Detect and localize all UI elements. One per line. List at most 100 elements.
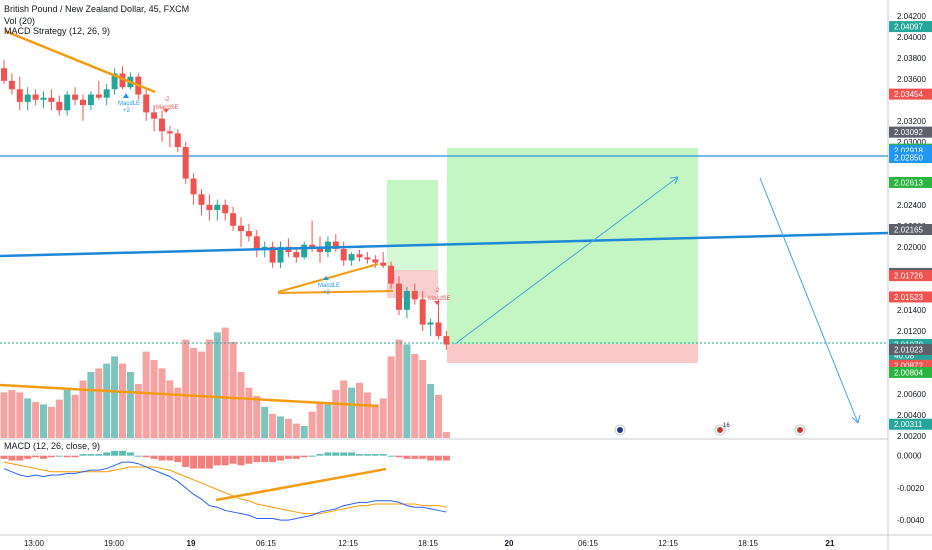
volume-bar <box>356 382 363 438</box>
candle-body <box>119 73 126 88</box>
candle-body <box>340 248 347 261</box>
time-axis-tick: 21 <box>826 539 835 548</box>
macd-histogram-bar <box>237 455 245 466</box>
macd-histogram-bar <box>435 455 442 461</box>
price-axis-tick: 2.03800 <box>897 54 926 63</box>
macd-histogram-bar <box>253 455 261 463</box>
long-position-profit-zone <box>447 148 698 344</box>
macd-histogram-bar <box>292 455 300 459</box>
macd-histogram-bar <box>71 455 79 458</box>
candle-body <box>403 290 410 310</box>
time-axis-tick: 13:00 <box>24 539 45 548</box>
candle-body <box>214 204 221 211</box>
candle-body <box>238 225 244 232</box>
price-axis-tick: 2.02000 <box>897 243 926 252</box>
price-badge-label: 2.00872 <box>894 361 923 370</box>
flag-uk-icon <box>797 427 803 433</box>
long-position-profit-zone <box>387 180 438 246</box>
macd-histogram-bar <box>8 455 16 461</box>
volume-bar <box>126 372 134 438</box>
price-badge <box>889 126 932 138</box>
macd-histogram-bar <box>332 452 340 456</box>
macd-histogram-bar <box>205 455 213 469</box>
volume-bar <box>284 418 292 438</box>
time-axis-tick: 19:00 <box>104 539 125 548</box>
macd-axis-tick: -0.0020 <box>897 484 925 493</box>
short-entry-arrow <box>434 301 440 305</box>
price-badge-label: 2.01523 <box>894 293 923 302</box>
long-position-loss-zone <box>447 344 698 363</box>
candle-body <box>356 254 363 258</box>
macd-histogram-bar <box>47 455 55 458</box>
volume-bar <box>237 372 245 438</box>
volume-bar <box>111 356 119 438</box>
volume-bar <box>379 398 387 438</box>
macd-signal-line <box>3 461 447 515</box>
volume-bar <box>119 363 126 438</box>
candle-body <box>198 194 205 205</box>
price-badge <box>889 291 932 303</box>
volume-bar <box>395 339 403 438</box>
time-axis-tick: 06:15 <box>578 539 599 548</box>
macd-histogram-bar <box>182 455 190 467</box>
price-badge <box>889 366 932 378</box>
price-badge-label: 2.00804 <box>894 368 923 377</box>
macd-histogram-bar <box>55 455 63 457</box>
macd-histogram-bar <box>371 454 379 456</box>
volume-bar <box>332 390 340 438</box>
macd-histogram-bar <box>126 452 134 456</box>
strategy-legend: MACD Strategy (12, 26, 9) <box>4 26 111 36</box>
candle-body <box>111 73 118 90</box>
price-badge <box>889 343 932 355</box>
macd-histogram-bar <box>111 450 119 456</box>
volume-bar <box>55 399 63 438</box>
candle-body <box>419 299 426 325</box>
volume-bar <box>348 387 356 438</box>
price-axis-tick: 2.00200 <box>897 432 926 441</box>
volume-bar <box>213 332 221 438</box>
trend-line <box>277 290 394 294</box>
price-badge <box>889 270 932 282</box>
volume-bar <box>387 356 395 438</box>
strategy-label: MacdLE <box>318 283 340 289</box>
time-axis-tick: 06:15 <box>256 539 277 548</box>
volume-bar <box>142 351 150 438</box>
macd-histogram-bar <box>229 455 237 464</box>
candle-body <box>245 231 252 237</box>
candle-body <box>253 236 260 249</box>
macd-histogram-bar <box>387 455 395 457</box>
price-axis-tick: 2.01400 <box>897 306 926 315</box>
volume-bar <box>8 390 16 438</box>
volume-bar <box>419 360 427 438</box>
candle-body <box>95 94 102 98</box>
candle-body <box>309 244 316 247</box>
candle-body <box>182 147 189 179</box>
macd-histogram-bar <box>24 455 32 459</box>
macd-histogram-bar <box>134 455 142 457</box>
macd-histogram-bar <box>277 455 284 461</box>
long-entry-arrow <box>323 276 329 280</box>
macd-histogram-bar <box>442 455 450 461</box>
price-badge <box>889 144 932 156</box>
macd-histogram-bar <box>79 454 87 456</box>
candle-body <box>80 99 86 106</box>
macd-histogram-bar <box>316 454 324 456</box>
price-axis-tick: 2.04200 <box>897 12 926 21</box>
macd-histogram-bar <box>166 455 174 461</box>
trend-line <box>0 231 889 258</box>
price-axis-tick: 2.01200 <box>897 327 926 336</box>
macd-histogram-bar <box>245 455 253 464</box>
candle-body <box>87 94 94 106</box>
volume-bar <box>245 387 253 438</box>
price-badge <box>889 152 932 164</box>
trend-line <box>0 383 379 408</box>
price-badge-label: 40:08 <box>894 352 915 361</box>
volume-bar <box>182 339 190 438</box>
candle-body <box>435 322 442 337</box>
price-axis-tick: 2.00600 <box>897 390 926 399</box>
macd-histogram-bar <box>40 455 47 459</box>
macd-histogram-bar <box>300 455 308 458</box>
volume-bar <box>308 411 316 438</box>
volume-bar <box>300 426 308 438</box>
